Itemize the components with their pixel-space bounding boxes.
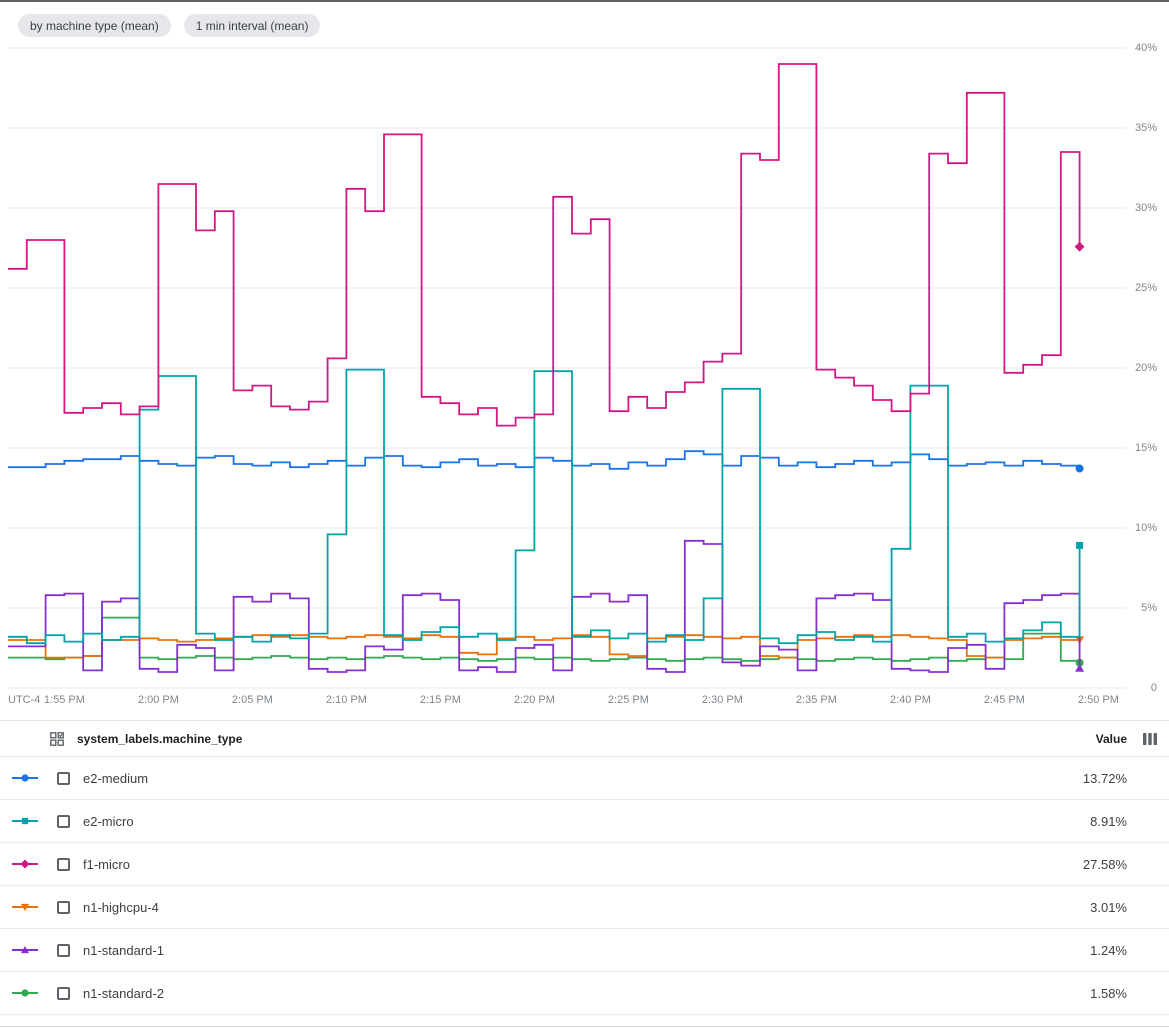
series-value: 1.58% [1090,985,1127,1001]
y-axis-label: 25% [1134,282,1157,294]
x-axis-label: 2:00 PM [137,694,179,706]
x-axis-timezone-label: UTC-4 [8,694,41,706]
series-label: n1-standard-2 [83,985,164,1001]
table-header-row: system_labels.machine_type Value [0,720,1169,757]
column-header-value: Value [1095,731,1127,746]
series-value: 27.58% [1082,856,1127,872]
circle-series-marker-icon [12,774,38,782]
series-endpoint-n1-standard-1 [1075,663,1085,672]
series-endpoint-e2-medium [1075,464,1084,473]
series-value: 1.24% [1090,942,1127,958]
y-axis-label: 10% [1134,522,1157,534]
legend-diamond-marker [20,859,30,869]
series-label: e2-micro [83,813,134,829]
series-checkbox[interactable] [57,814,70,828]
table-body: e2-medium 13.72% e2-micro 8.91% f1-micro 27.5… [0,757,1169,1015]
series-label: n1-highcpu-4 [83,899,159,915]
series-endpoint-e2-micro [1076,541,1084,549]
triangle-up-series-marker-icon [12,945,38,954]
legend-triangle-up-marker [20,945,30,954]
series-checkbox[interactable] [57,857,70,871]
chart-filter-chips: by machine type (mean) 1 min interval (m… [18,14,321,37]
table-row-e2-micro[interactable]: e2-micro 8.91% [0,800,1169,843]
series-checkbox[interactable] [57,771,70,785]
y-axis-label: 5% [1141,602,1157,614]
y-axis-label: 35% [1134,122,1157,134]
series-checkbox[interactable] [57,943,70,957]
y-axis-label: 15% [1134,442,1157,454]
x-axis-label: 2:10 PM [325,694,367,706]
series-label: n1-standard-1 [83,942,164,958]
circle-series-marker-icon [12,989,38,997]
square-series-marker-icon [12,817,38,825]
series-label: e2-medium [83,770,149,786]
group-by-chip[interactable]: by machine type (mean) [18,14,171,37]
x-axis-label: 2:15 PM [419,694,461,706]
x-axis-label: 2:50 PM [1077,694,1119,706]
series-line-e2-medium [8,450,1081,470]
series-label: f1-micro [83,856,130,872]
series-value: 3.01% [1090,899,1127,915]
legend-triangle-down-marker [20,903,30,912]
alignment-chip[interactable]: 1 min interval (mean) [183,14,321,37]
x-axis-label: 2:20 PM [513,694,555,706]
series-endpoint-f1-micro [1074,241,1085,252]
timeseries-chart: 40% 35% 30% 25% 20% 15% 10% 5% 0 UTC-4 1:55 PM 2:00… [0,0,1169,714]
series-line-f1-micro [8,63,1081,427]
series-line-n1-highcpu-4 [8,634,1081,659]
columns-icon[interactable] [1131,732,1157,745]
legend-circle-marker [21,774,29,782]
series-value: 13.72% [1082,770,1127,786]
y-axis-label: 20% [1134,362,1157,374]
x-axis-label: 2:30 PM [701,694,743,706]
legend-square-marker [21,817,29,825]
diamond-series-marker-icon [12,859,38,869]
series-checkbox[interactable] [57,986,70,1000]
bottom-divider [0,1026,1169,1027]
series-checkbox[interactable] [57,900,70,914]
table-row-n1-standard-1[interactable]: n1-standard-1 1.24% [0,929,1169,972]
x-axis-label: 2:25 PM [607,694,649,706]
series-line-e2-micro [8,368,1081,645]
series-line-n1-standard-1 [8,539,1081,673]
select-all-series-grid-icon[interactable] [50,731,64,746]
top-divider [0,0,1169,2]
y-axis-label: 40% [1134,42,1157,54]
column-header-machine-type: system_labels.machine_type [77,731,243,746]
y-axis-label: 0 [1150,682,1157,694]
x-axis-label: 2:05 PM [231,694,273,706]
x-axis-label: 2:40 PM [889,694,931,706]
series-value: 8.91% [1090,813,1127,829]
x-axis-label: 2:45 PM [983,694,1025,706]
y-axis-label: 30% [1134,202,1157,214]
x-axis-label: 2:35 PM [795,694,837,706]
x-axis-label: 1:55 PM [43,694,85,706]
table-row-f1-micro[interactable]: f1-micro 27.58% [0,843,1169,886]
triangle-down-series-marker-icon [12,903,38,912]
chart-plot-area[interactable] [0,0,1169,714]
legend-circle-marker [21,989,29,997]
table-row-n1-highcpu-4[interactable]: n1-highcpu-4 3.01% [0,886,1169,929]
table-row-e2-medium[interactable]: e2-medium 13.72% [0,757,1169,800]
series-table: system_labels.machine_type Value e2-medi… [0,720,1169,1015]
table-row-n1-standard-2[interactable]: n1-standard-2 1.58% [0,972,1169,1015]
